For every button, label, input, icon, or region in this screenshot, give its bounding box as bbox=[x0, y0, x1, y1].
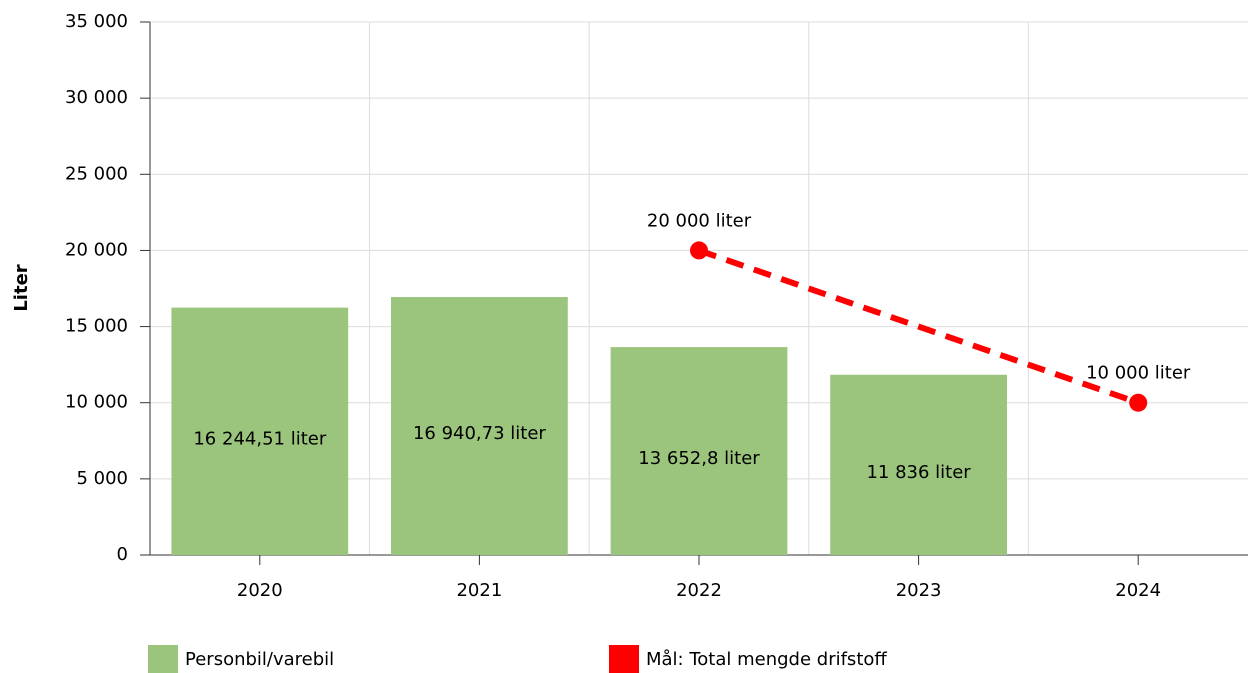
y-tick-label: 5 000 bbox=[76, 468, 128, 489]
data-label: 20 000 liter bbox=[647, 210, 752, 231]
legend-swatch bbox=[609, 645, 639, 673]
x-tick-label: 2022 bbox=[676, 580, 722, 601]
y-tick-label: 15 000 bbox=[65, 316, 128, 337]
line-marker bbox=[690, 241, 708, 260]
y-tick-label: 10 000 bbox=[65, 392, 128, 413]
line-marker bbox=[1129, 393, 1148, 412]
y-tick-label: 25 000 bbox=[65, 163, 128, 184]
bar bbox=[830, 374, 1007, 555]
data-label: 10 000 liter bbox=[1086, 363, 1191, 384]
data-label: 13 652,8 liter bbox=[638, 448, 760, 469]
x-tick-label: 2021 bbox=[456, 580, 502, 601]
legend-swatch bbox=[148, 645, 178, 673]
y-tick-label: 0 bbox=[117, 544, 128, 565]
y-tick-label: 30 000 bbox=[65, 87, 128, 108]
y-tick-label: 35 000 bbox=[65, 11, 128, 32]
data-label: 16 244,51 liter bbox=[193, 428, 326, 449]
legend-label: Mål: Total mengde drifstoff bbox=[646, 649, 887, 670]
x-tick-label: 2020 bbox=[237, 580, 283, 601]
legend-label: Personbil/varebil bbox=[185, 649, 334, 670]
x-tick-label: 2023 bbox=[896, 580, 942, 601]
x-tick-label: 2024 bbox=[1115, 580, 1161, 601]
bar bbox=[391, 297, 568, 555]
data-label: 16 940,73 liter bbox=[413, 423, 546, 444]
bar bbox=[610, 347, 788, 555]
data-label: 11 836 liter bbox=[866, 462, 971, 483]
bar bbox=[171, 307, 349, 555]
line bbox=[698, 247, 1140, 406]
y-tick-label: 20 000 bbox=[65, 239, 128, 260]
y-axis-label: Liter bbox=[11, 264, 32, 311]
